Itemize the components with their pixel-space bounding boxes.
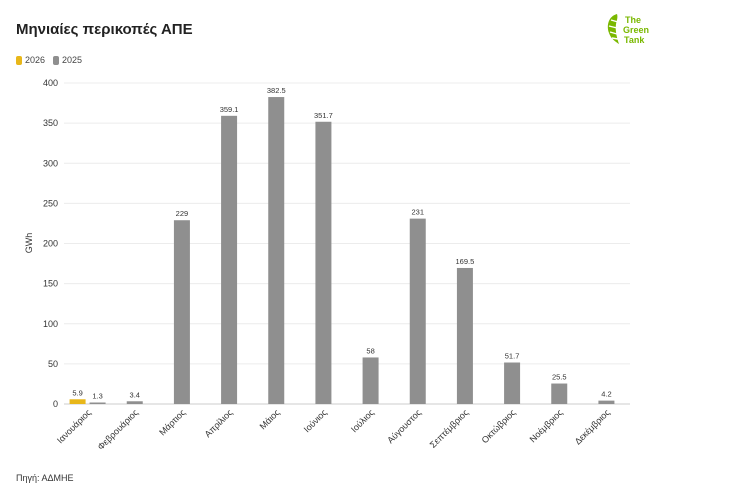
data-label-2025: 25.5 bbox=[552, 373, 567, 382]
bar-2025[interactable] bbox=[409, 218, 426, 404]
y-tick-label: 0 bbox=[53, 399, 58, 409]
legend-item-2026[interactable]: 2026 bbox=[16, 55, 45, 65]
y-tick-label: 100 bbox=[43, 319, 58, 329]
x-tick-label: Μάιος bbox=[258, 407, 283, 432]
logo-text-green: Green bbox=[623, 25, 649, 35]
legend-swatch-2026 bbox=[16, 55, 22, 65]
bar-2025[interactable] bbox=[598, 400, 615, 404]
x-tick-label: Ιούλιος bbox=[349, 407, 377, 435]
bar-2025[interactable] bbox=[268, 97, 285, 404]
y-tick-label: 50 bbox=[48, 359, 58, 369]
legend: 2026 2025 bbox=[16, 55, 82, 65]
data-label-2025: 3.4 bbox=[130, 390, 140, 399]
bar-2025[interactable] bbox=[315, 121, 332, 405]
legend-swatch-2025 bbox=[53, 55, 60, 65]
y-tick-label: 300 bbox=[43, 158, 58, 168]
bar-2025[interactable] bbox=[551, 383, 568, 404]
y-axis: 0 50 100 150 200 250 300 350 400 bbox=[43, 78, 58, 409]
y-axis-title: GWh bbox=[24, 233, 34, 254]
data-label-2025: 58 bbox=[366, 346, 374, 355]
legend-label-2025: 2025 bbox=[62, 55, 83, 65]
bar-2025[interactable] bbox=[456, 267, 473, 404]
data-label-2025: 1.3 bbox=[92, 392, 102, 401]
x-axis: Ιανουάριος Φεβρουάριος Μάρτιος Απρίλιος Μάιο… bbox=[55, 407, 612, 452]
bar-2025[interactable] bbox=[504, 362, 521, 404]
legend-item-2025[interactable]: 2025 bbox=[53, 55, 82, 65]
legend-label-2026: 2026 bbox=[25, 55, 46, 65]
x-tick-label: Ιανουάριος bbox=[55, 407, 94, 446]
logo-text-tank: Tank bbox=[624, 35, 645, 45]
logo-text-the: The bbox=[625, 15, 641, 25]
data-label-2025: 359.1 bbox=[220, 105, 239, 114]
x-tick-label: Μάρτιος bbox=[157, 407, 188, 438]
bar-2025[interactable] bbox=[126, 401, 143, 404]
y-tick-label: 350 bbox=[43, 118, 58, 128]
data-label-2025: 4.2 bbox=[601, 390, 611, 399]
data-label-2025: 51.7 bbox=[505, 352, 520, 361]
bar-2025[interactable] bbox=[362, 357, 379, 404]
x-tick-label: Ιούνιος bbox=[302, 407, 330, 435]
data-label-2025: 351.7 bbox=[314, 111, 333, 120]
chart-title: Μηνιαίες περικοπές ΑΠΕ bbox=[16, 21, 193, 38]
bar-2025[interactable] bbox=[173, 220, 190, 404]
data-label-2025: 231 bbox=[411, 208, 424, 217]
x-tick-label: Απρίλιος bbox=[203, 407, 235, 439]
y-tick-label: 400 bbox=[43, 78, 58, 88]
y-tick-label: 150 bbox=[43, 279, 58, 289]
bar-2025[interactable] bbox=[89, 402, 106, 405]
data-label-2025: 169.5 bbox=[456, 257, 475, 266]
x-tick-label: Δεκέμβριος bbox=[573, 407, 613, 447]
source-note: Πηγή: ΑΔΜΗΕ bbox=[16, 473, 74, 483]
x-tick-label: Φεβρουάριος bbox=[96, 407, 141, 452]
bar-2026[interactable] bbox=[69, 399, 86, 404]
data-label-2025: 382.5 bbox=[267, 86, 286, 95]
bars bbox=[69, 97, 615, 405]
x-tick-label: Αύγουστος bbox=[385, 407, 423, 445]
x-tick-label: Οκτώβριος bbox=[480, 407, 518, 445]
grid-lines bbox=[64, 82, 630, 405]
y-tick-label: 250 bbox=[43, 198, 58, 208]
green-tank-leaf-logo-icon: The Green Tank bbox=[607, 14, 649, 45]
bar-2025[interactable] bbox=[221, 115, 238, 404]
x-tick-label: Νοέμβριος bbox=[528, 407, 565, 444]
data-label-2026: 5.9 bbox=[72, 388, 82, 397]
x-tick-label: Σεπτέμβριος bbox=[428, 407, 471, 450]
leaf-mark bbox=[607, 14, 619, 44]
data-labels: 5.9 1.3 3.4 229 359.1 382.5 351.7 58 231 169.5 51.… bbox=[72, 86, 611, 400]
y-tick-label: 200 bbox=[43, 239, 58, 249]
data-label-2025: 229 bbox=[176, 209, 189, 218]
